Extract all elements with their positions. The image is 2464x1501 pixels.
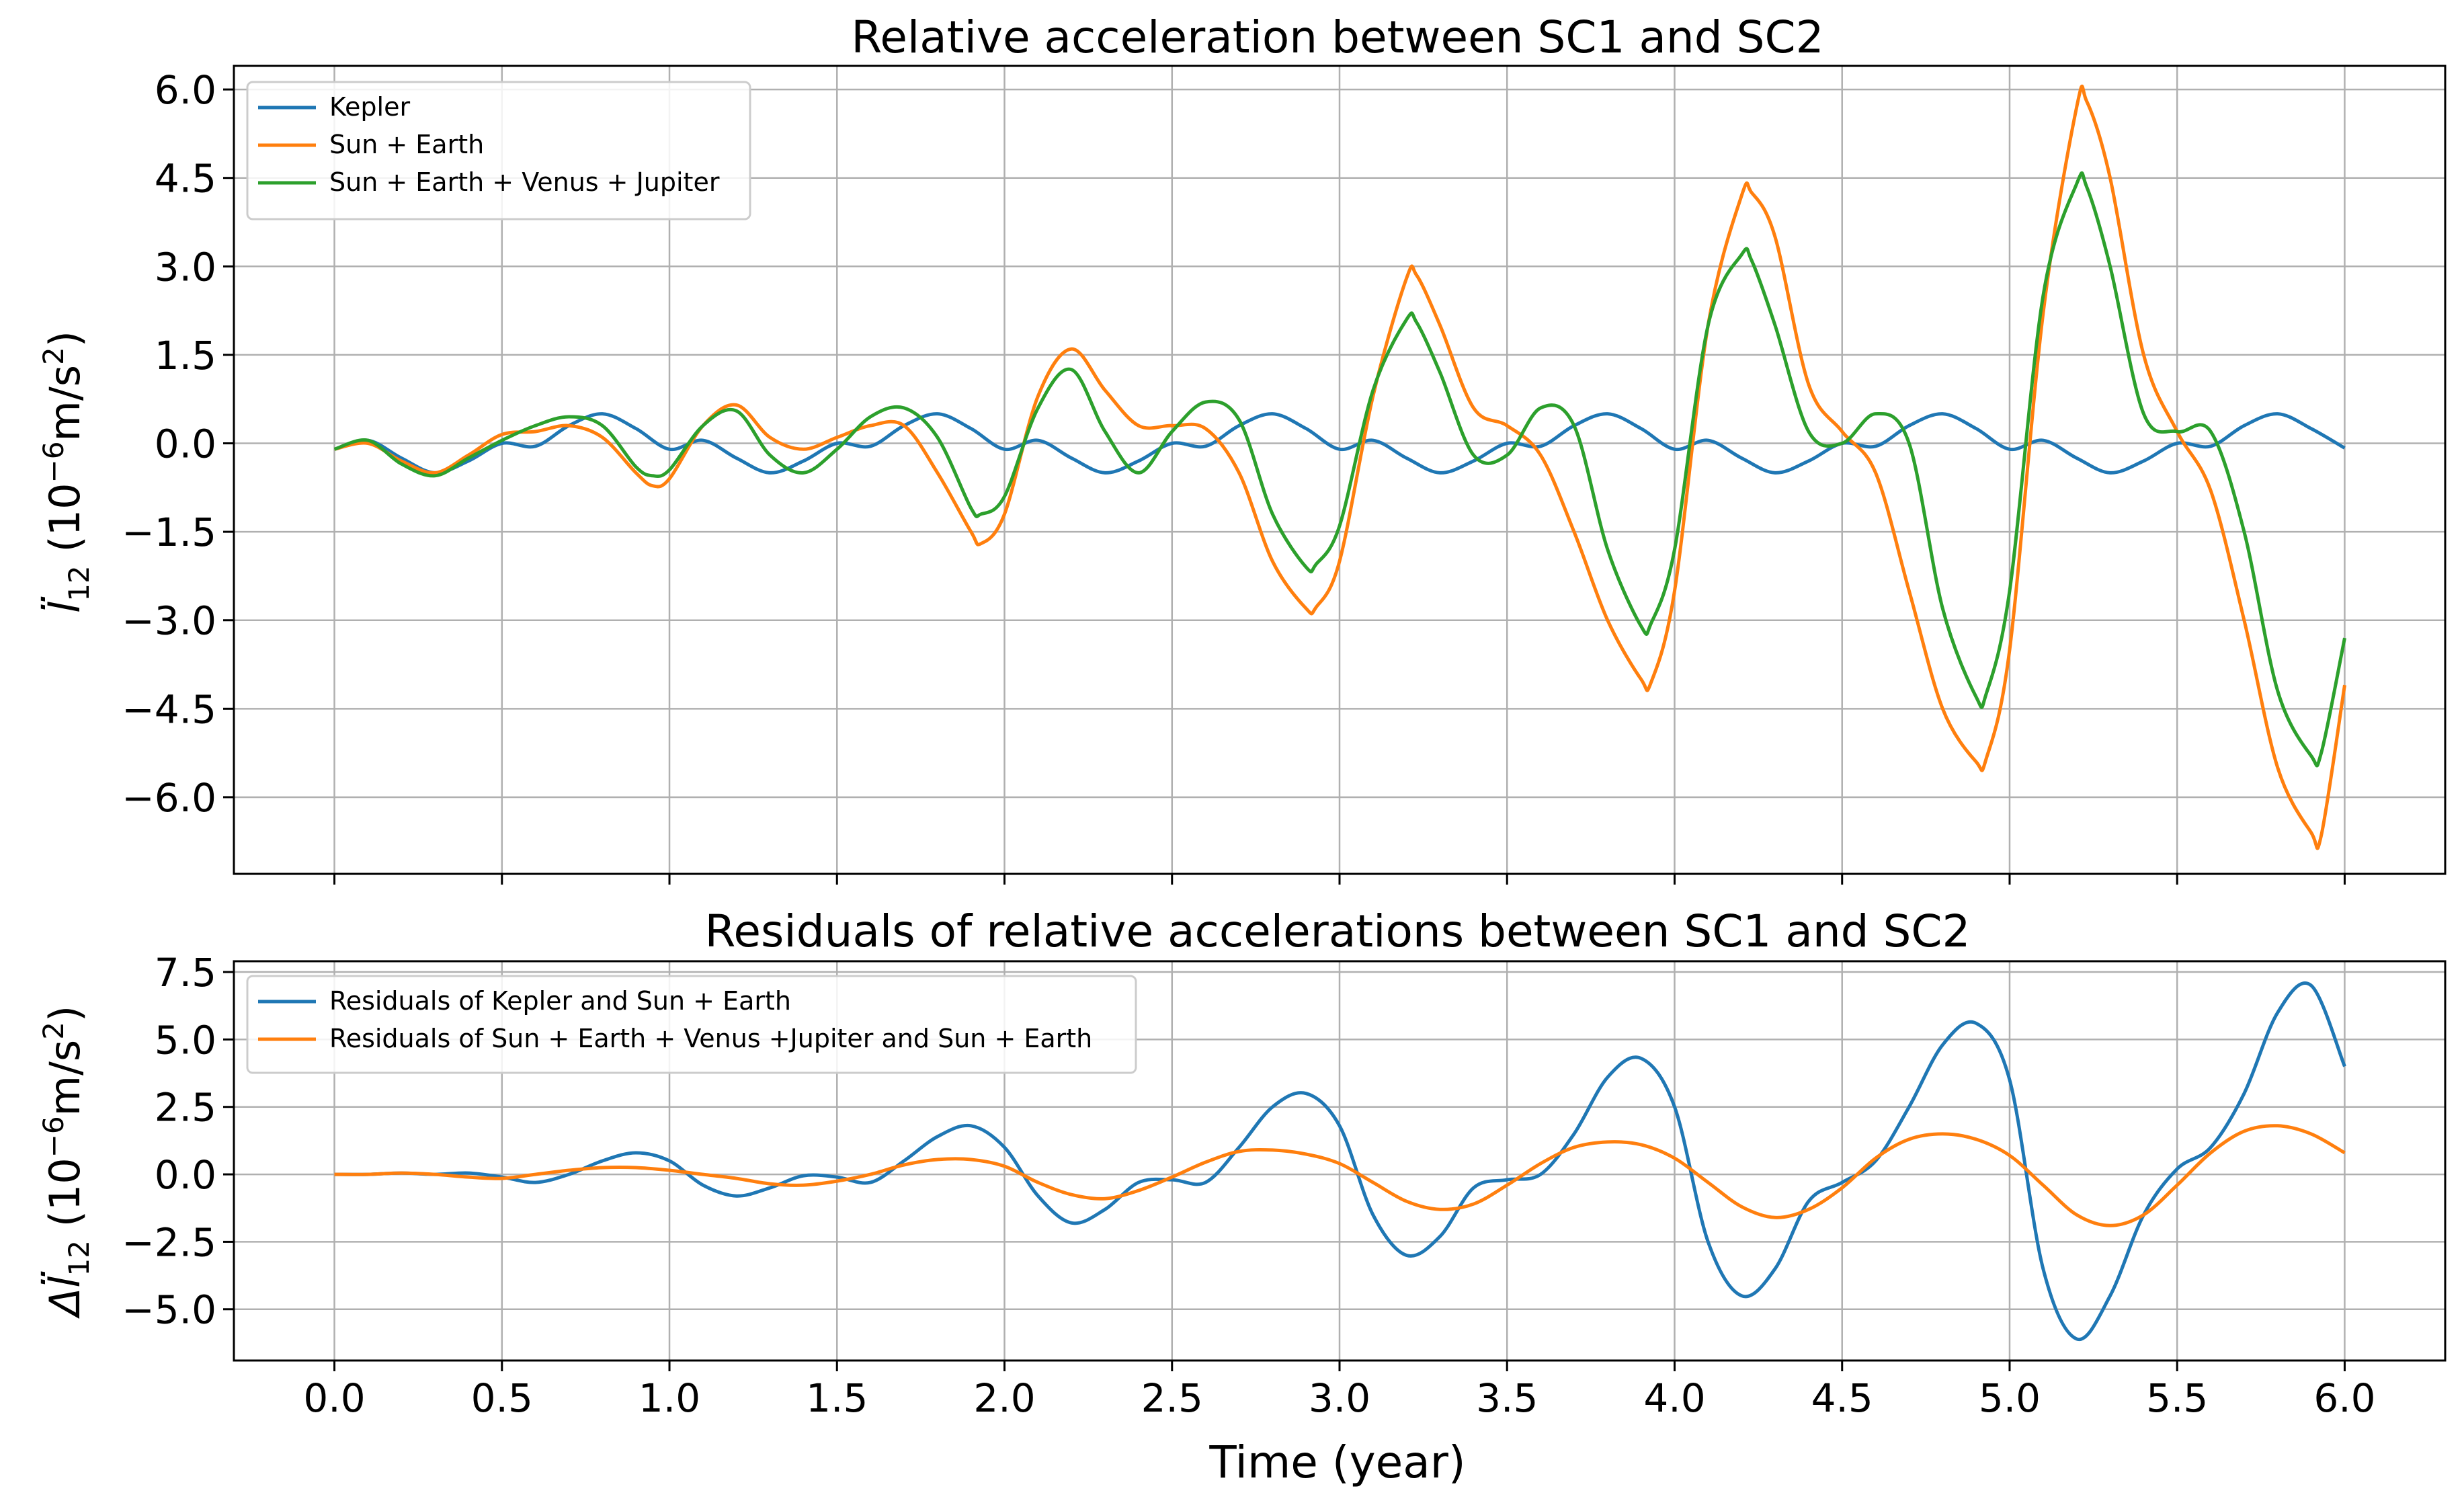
y-tick-label: 5.0 (155, 1017, 216, 1063)
y-tick-label: 3.0 (155, 244, 216, 290)
x-tick-label: 5.0 (1979, 1375, 2041, 1421)
top-panel-legend: Kepler Sun + Earth Sun + Earth + Venus +… (246, 81, 751, 220)
legend-full-label: Sun + Earth + Venus + Jupiter (329, 167, 720, 197)
bottom-panel-legend: Residuals of Kepler and Sun + Earth Resi… (246, 975, 1137, 1074)
x-tick-label: 6.0 (2313, 1375, 2375, 1421)
legend-residual-kepler-label: Residuals of Kepler and Sun + Earth (329, 986, 791, 1016)
y-tick-label: 0.0 (155, 1152, 216, 1198)
top-panel-ylabel: l̈12 (10−6m/s2) (37, 331, 95, 613)
y-tick-label: −2.5 (122, 1219, 216, 1265)
y-tick-label: 1.5 (155, 333, 216, 378)
x-tick-label: 0.0 (303, 1375, 365, 1421)
series-line-sun-earth (333, 85, 2346, 850)
top-panel-grid (234, 66, 2445, 874)
bottom-panel-lines (334, 981, 2346, 1342)
y-tick-label: 6.0 (155, 67, 216, 113)
legend-residual-full-label: Residuals of Sun + Earth + Venus +Jupite… (329, 1024, 1092, 1053)
x-tick-label: 1.5 (806, 1375, 868, 1421)
x-tick-label: 3.0 (1309, 1375, 1370, 1421)
series-line-kepler (333, 412, 2346, 475)
legend-sun-earth-label: Sun + Earth (329, 130, 484, 159)
y-tick-label: 0.0 (155, 421, 216, 467)
bottom-panel-y-ticks: 7.5 5.0 2.5 0.0 −2.5 −5.0 (122, 950, 234, 1333)
series-line-residuals-of-sun-earth-venus-jupiter-and-sun-earth (334, 1124, 2346, 1227)
bottom-panel-title: Residuals of relative accelerations betw… (705, 905, 1971, 957)
legend-kepler-label: Kepler (329, 92, 410, 122)
bottom-panel-x-ticks: 0.0 0.5 1.0 1.5 2.0 2.5 3.0 3.5 4.0 4.5 5.0 5.5 6.0 (303, 1361, 2376, 1421)
x-tick-label: 0.5 (471, 1375, 533, 1421)
x-tick-label: 5.5 (2146, 1375, 2208, 1421)
y-tick-label: −5.0 (122, 1287, 216, 1333)
top-panel-lines (333, 85, 2346, 850)
y-tick-label: 7.5 (155, 950, 216, 996)
y-tick-label: −6.0 (122, 775, 216, 821)
x-tick-label: 2.5 (1141, 1375, 1203, 1421)
bottom-panel-xlabel: Time (year) (1208, 1436, 1465, 1488)
bottom-panel-ylabel: Δl̈12 (10−6m/s2) (37, 1006, 95, 1319)
top-panel-title: Relative acceleration between SC1 and SC… (851, 11, 1823, 63)
top-panel: Relative acceleration between SC1 and SC… (37, 11, 2447, 885)
bottom-panel: Residuals of relative accelerations betw… (37, 905, 2447, 1488)
x-tick-label: 4.0 (1643, 1375, 1705, 1421)
y-tick-label: −4.5 (122, 686, 216, 732)
y-tick-label: −3.0 (122, 598, 216, 644)
x-tick-label: 1.0 (639, 1375, 700, 1421)
x-tick-label: 2.0 (973, 1375, 1035, 1421)
top-panel-y-ticks: 6.0 4.5 3.0 1.5 0.0 −1.5 −3.0 −4.5 −6.0 (122, 67, 234, 821)
series-line-residuals-of-kepler-and-sun-earth (334, 981, 2346, 1342)
y-tick-label: 2.5 (155, 1085, 216, 1131)
series-line-sun-earth-venus-jupiter (333, 171, 2346, 768)
top-legend-box (246, 81, 751, 220)
y-tick-label: 4.5 (155, 156, 216, 202)
top-panel-x-ticks (333, 874, 2346, 885)
bottom-legend-box (246, 975, 1137, 1074)
x-tick-label: 4.5 (1811, 1375, 1873, 1421)
x-tick-label: 3.5 (1476, 1375, 1538, 1421)
y-tick-label: −1.5 (122, 510, 216, 555)
